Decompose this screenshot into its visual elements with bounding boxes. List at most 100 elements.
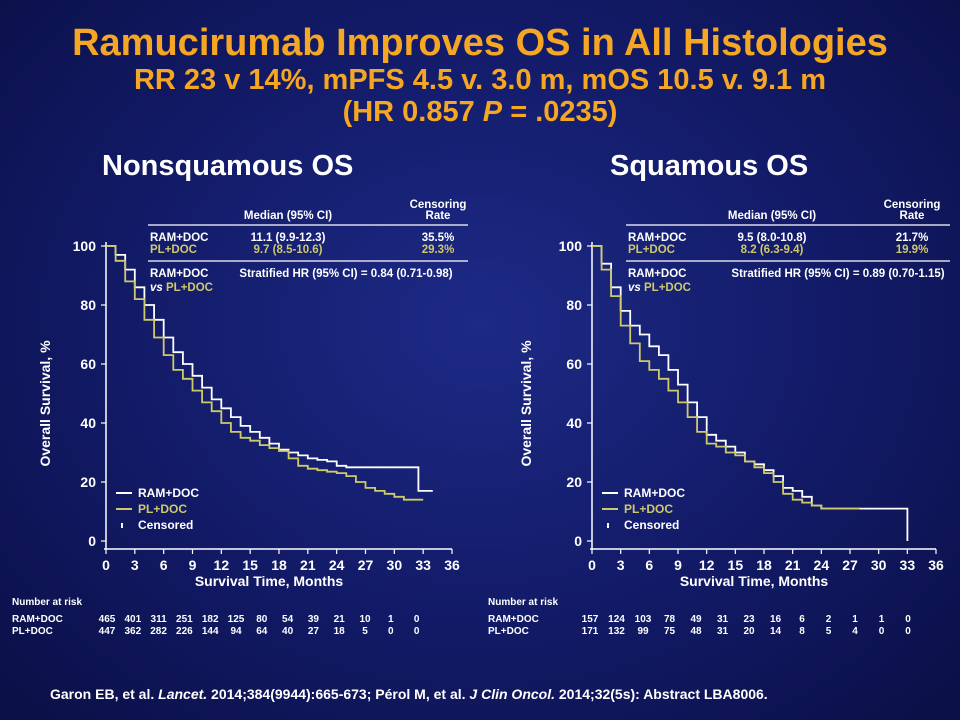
x-tick-label: 36	[444, 557, 460, 573]
citation-a: Garon EB, et al.	[50, 686, 159, 702]
legend-label: PL+DOC	[138, 502, 187, 516]
risk-value: 2	[826, 614, 832, 625]
risk-arm-label: PL+DOC	[12, 626, 53, 637]
risk-value: 23	[743, 614, 755, 625]
x-tick-label: 33	[900, 557, 916, 573]
x-tick-label: 27	[358, 557, 374, 573]
risk-value: 447	[99, 626, 116, 637]
censor-header-2: Rate	[426, 210, 451, 222]
x-tick-label: 18	[271, 557, 287, 573]
risk-value: 64	[256, 626, 268, 637]
risk-value: 171	[582, 626, 599, 637]
risk-value: 311	[151, 614, 168, 625]
hr-p: P	[482, 96, 503, 128]
x-tick-label: 15	[242, 557, 258, 573]
x-tick-label: 21	[300, 557, 316, 573]
hr-comparator: PL+DOC	[644, 282, 691, 294]
table-censor-value: 21.7%	[896, 232, 929, 244]
hr-value-text: Stratified HR (95% CI) = 0.89 (0.70-1.15…	[731, 268, 944, 280]
x-axis-title: Survival Time, Months	[680, 573, 829, 589]
table-censor-value: 29.3%	[422, 244, 455, 256]
y-tick-label: 80	[566, 297, 582, 313]
risk-value: 0	[879, 626, 885, 637]
x-tick-label: 12	[214, 557, 230, 573]
slide-title: Ramucirumab Improves OS in All Histologi…	[72, 22, 888, 64]
table-arm-label: PL+DOC	[150, 244, 197, 256]
risk-value: 78	[664, 614, 676, 625]
y-tick-label: 60	[566, 356, 582, 372]
risk-value: 21	[334, 614, 346, 625]
legend-label: Censored	[624, 518, 679, 532]
y-tick-label: 0	[88, 533, 96, 549]
x-tick-label: 9	[674, 557, 682, 573]
x-tick-label: 12	[699, 557, 715, 573]
y-tick-label: 0	[574, 533, 582, 549]
risk-value: 94	[230, 626, 242, 637]
x-tick-label: 36	[928, 557, 944, 573]
risk-arm-label: RAM+DOC	[488, 614, 539, 625]
hr-suffix: = .0235)	[502, 96, 618, 128]
risk-value: 1	[388, 614, 394, 625]
x-tick-label: 6	[645, 557, 653, 573]
risk-value: 80	[256, 614, 268, 625]
x-tick-label: 24	[329, 557, 345, 573]
hr-value-text: Stratified HR (95% CI) = 0.84 (0.71-0.98…	[239, 268, 452, 280]
x-tick-label: 21	[785, 557, 801, 573]
risk-value: 362	[124, 626, 141, 637]
y-tick-label: 60	[80, 356, 96, 372]
risk-value: 31	[717, 626, 729, 637]
x-tick-label: 3	[617, 557, 625, 573]
risk-value: 144	[202, 626, 219, 637]
y-tick-label: 100	[559, 238, 583, 254]
censor-header-1: Censoring	[410, 199, 467, 211]
risk-value: 31	[717, 614, 729, 625]
series-line-pl-doc	[106, 245, 424, 501]
risk-value: 226	[176, 626, 193, 637]
risk-value: 16	[770, 614, 782, 625]
series-line-ram-doc	[592, 245, 909, 541]
y-tick-label: 20	[566, 474, 582, 490]
risk-value: 27	[308, 626, 320, 637]
risk-value: 6	[799, 614, 805, 625]
series-line-ram-doc	[106, 245, 433, 492]
risk-value: 132	[608, 626, 625, 637]
risk-value: 0	[414, 614, 420, 625]
risk-value: 157	[582, 614, 599, 625]
x-tick-label: 18	[756, 557, 772, 573]
table-censor-value: 35.5%	[422, 232, 455, 244]
risk-value: 8	[799, 626, 805, 637]
y-tick-label: 100	[73, 238, 97, 254]
table-arm-label: PL+DOC	[628, 244, 675, 256]
risk-value: 251	[176, 614, 193, 625]
risk-value: 282	[150, 626, 167, 637]
x-tick-label: 30	[387, 557, 403, 573]
x-tick-label: 9	[189, 557, 197, 573]
risk-value: 401	[124, 614, 141, 625]
hr-vs-word: vs	[628, 282, 644, 294]
risk-value: 0	[905, 626, 911, 637]
hr-vs-word: vs	[150, 282, 166, 294]
risk-value: 1	[852, 614, 858, 625]
risk-value: 18	[334, 626, 346, 637]
risk-value: 99	[637, 626, 649, 637]
risk-value: 14	[770, 626, 782, 637]
legend-label: RAM+DOC	[138, 486, 199, 500]
legend-label: PL+DOC	[624, 502, 673, 516]
hr-prefix: (HR 0.857	[342, 96, 483, 128]
x-tick-label: 15	[728, 557, 744, 573]
risk-value: 0	[388, 626, 394, 637]
chart-panel-0: 0 3 6 9 12 15 18 21 24 27 30 33 36020406080100Surviv…	[12, 199, 468, 637]
risk-value: 0	[414, 626, 420, 637]
risk-value: 465	[99, 614, 116, 625]
risk-value: 40	[282, 626, 294, 637]
hr-vs-label: vs PL+DOC	[628, 282, 691, 294]
risk-value: 20	[743, 626, 755, 637]
hr-arm-label: RAM+DOC	[150, 268, 208, 280]
citation-lancet: Lancet.	[158, 686, 208, 702]
table-censor-value: 19.9%	[896, 244, 929, 256]
x-tick-label: 0	[102, 557, 110, 573]
x-tick-label: 6	[160, 557, 168, 573]
risk-value: 48	[690, 626, 702, 637]
censor-header-1: Censoring	[884, 199, 941, 211]
hr-arm-label: RAM+DOC	[628, 268, 686, 280]
